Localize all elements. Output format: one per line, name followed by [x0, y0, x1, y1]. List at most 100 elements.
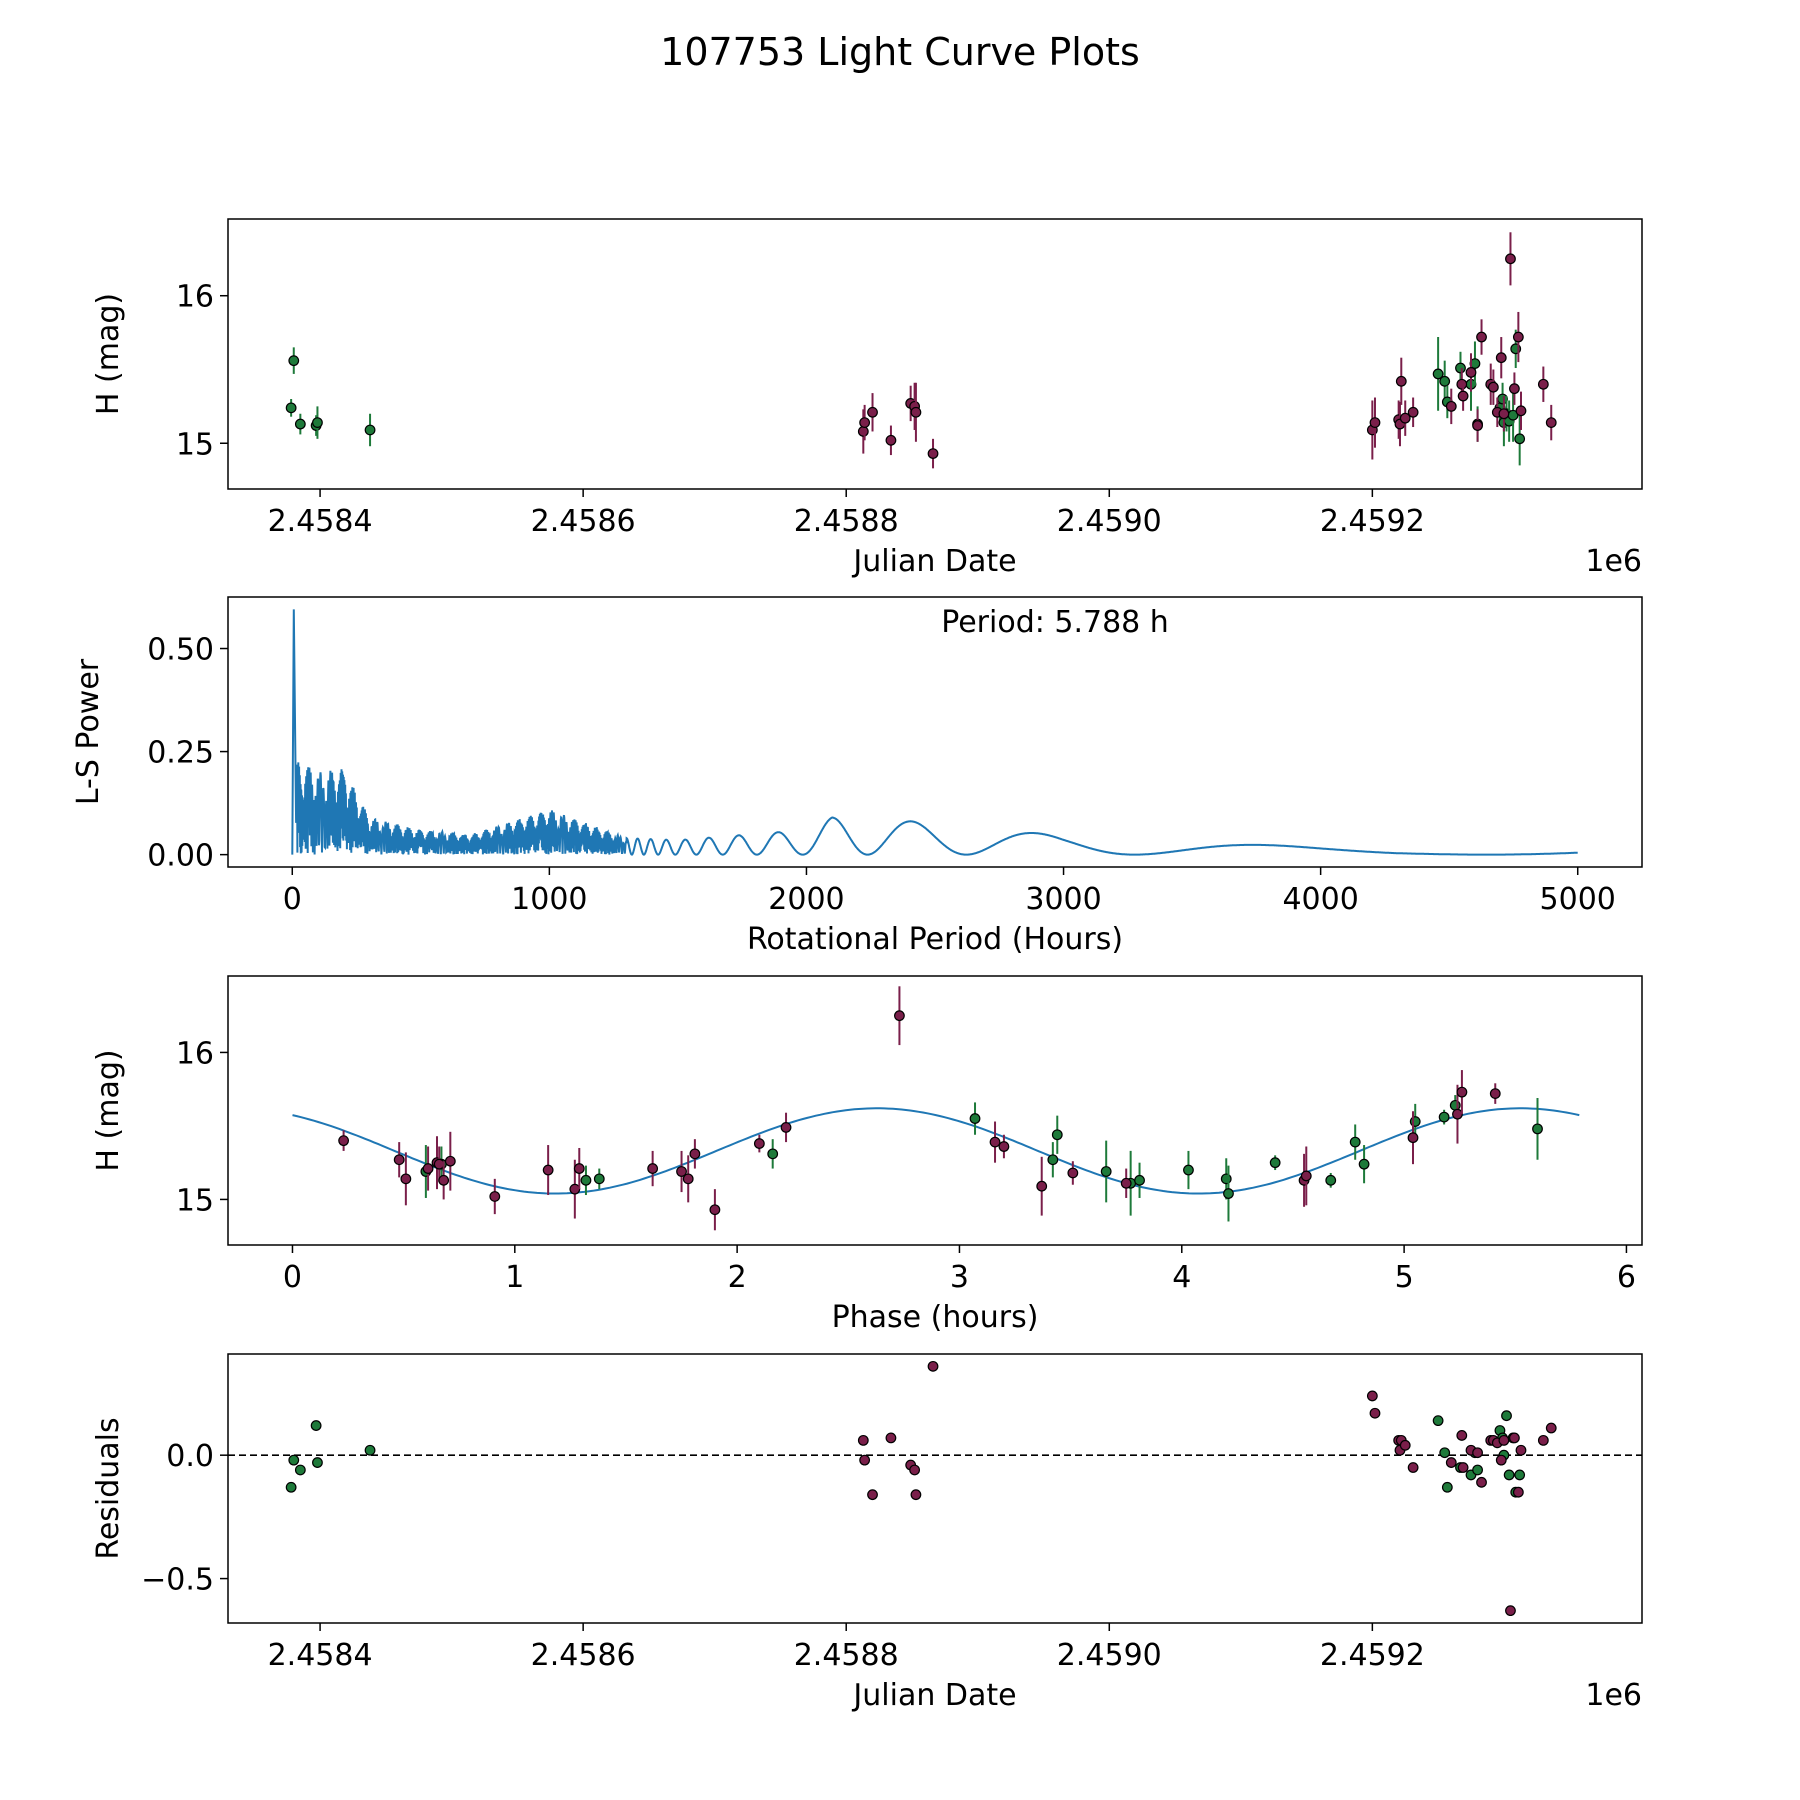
residuals-point-green [288, 1454, 300, 1466]
residuals-point-maroon [1445, 1457, 1457, 1468]
lightcurve-point-maroon [1465, 367, 1477, 378]
residuals-point-green [1472, 1464, 1483, 1476]
lightcurve-point-maroon [927, 448, 939, 459]
phase-point-green [767, 1148, 779, 1160]
residuals-point-green [1439, 1447, 1451, 1459]
phase-xtick-label: 0 [283, 1260, 302, 1295]
residuals-point-green [1514, 1469, 1526, 1481]
phase-point-maroon [489, 1191, 501, 1202]
lightcurve-ytick-label: 16 [176, 280, 214, 315]
phase-xtick-label: 1 [505, 1260, 524, 1295]
phase-point-green [1449, 1099, 1461, 1111]
phase-point-maroon [676, 1166, 687, 1177]
residuals-point-maroon [909, 1464, 921, 1476]
phase-point-maroon [1067, 1167, 1079, 1179]
phase-point-maroon [1452, 1108, 1463, 1120]
periodogram-axes: 0 1000 2000 3000 4000 5000 0.00 0.25 0.50 Rotatio… [71, 596, 1643, 957]
lightcurve-point-green [312, 417, 323, 429]
residuals-point-maroon [1369, 1407, 1381, 1419]
residuals-xtick-label: 2.4586 [531, 1638, 636, 1673]
phase-point-maroon [1456, 1086, 1468, 1098]
phase-point-maroon [709, 1204, 721, 1216]
phase-point-maroon [569, 1183, 581, 1195]
phase-xtick-label: 4 [1172, 1260, 1191, 1295]
lightcurve-axes: 2.4584 2.4586 2.4588 2.4590 2.4592 15 16 Julian… [91, 218, 1643, 579]
phase-point-maroon [444, 1155, 456, 1167]
axes-layer: 2.4584 2.4586 2.4588 2.4590 2.45921516Julian… [71, 218, 1643, 1713]
lightcurve-point-maroon [1512, 331, 1524, 343]
figure-title: 107753 Light Curve Plots [660, 30, 1140, 74]
lightcurve-frame [227, 218, 1643, 490]
residuals-point-maroon [1509, 1432, 1520, 1444]
phase-point-green [1532, 1123, 1543, 1135]
phase-point-green [1325, 1174, 1337, 1186]
residuals-point-green [285, 1481, 297, 1493]
periodogram-xlabel: Rotational Period (Hours) [747, 922, 1123, 957]
phase-point-green [1100, 1166, 1112, 1177]
phase-points [338, 986, 1543, 1231]
residuals-point-green [364, 1444, 376, 1456]
phase-point-maroon [780, 1122, 792, 1133]
residuals-point-maroon [1545, 1422, 1557, 1434]
lightcurve-point-maroon [1498, 408, 1510, 420]
phase-point-maroon [1407, 1132, 1419, 1144]
phase-point-maroon [433, 1158, 445, 1170]
lightcurve-point-green [294, 418, 306, 430]
lightcurve-point-green [364, 424, 376, 436]
residuals-offset-label: 1e6 [1585, 1678, 1642, 1713]
phase-point-green [1134, 1174, 1145, 1186]
phase-ylabel: H (mag) [91, 1049, 126, 1171]
lightcurve-offset-label: 1e6 [1585, 544, 1642, 579]
residuals-point-maroon [1472, 1447, 1483, 1459]
lightcurve-point-maroon [1472, 420, 1483, 431]
periodogram-xtick-label: 3000 [1025, 882, 1101, 917]
phase-point-maroon [1120, 1177, 1132, 1189]
phase-point-maroon [647, 1163, 659, 1174]
lightcurve-point-maroon [1369, 417, 1381, 429]
lightcurve-xlabel: Julian Date [851, 544, 1016, 579]
phase-point-green [1047, 1154, 1059, 1166]
residuals-point-maroon [1366, 1390, 1378, 1402]
phase-point-maroon [393, 1154, 405, 1166]
residuals-point-maroon [885, 1432, 897, 1444]
phase-xlabel: Phase (hours) [832, 1300, 1039, 1335]
phase-point-green [1438, 1111, 1450, 1123]
periodogram-xtick-label: 2000 [768, 882, 844, 917]
phase-point-green [1051, 1129, 1063, 1141]
periodogram-line [291, 609, 1578, 856]
lightcurve-point-maroon [857, 426, 869, 437]
residuals-frame [227, 1353, 1643, 1624]
residuals-point-maroon [1505, 1605, 1516, 1617]
lightcurve-ytick-label: 15 [176, 427, 214, 462]
residuals-point-maroon [1456, 1430, 1468, 1441]
phase-point-maroon [989, 1136, 1001, 1148]
phase-point-maroon [998, 1141, 1010, 1152]
phase-xtick-label: 5 [1395, 1260, 1414, 1295]
lightcurve-point-maroon [1515, 405, 1527, 417]
residuals-point-maroon [927, 1360, 939, 1372]
residuals-point-green [312, 1457, 323, 1468]
lightcurve-point-maroon [1476, 331, 1487, 343]
residuals-ytick-label: −0.5 [141, 1563, 214, 1598]
residuals-axes: 2.4584 2.4586 2.4588 2.4590 2.4592 0.0 −0.5 Jul… [91, 1353, 1643, 1713]
phase-point-green [1269, 1157, 1281, 1169]
lightcurve-point-green [1439, 375, 1451, 387]
phase-point-green [1349, 1136, 1361, 1148]
residuals-point-green [310, 1420, 322, 1431]
residuals-point-maroon [1537, 1434, 1549, 1446]
phase-point-maroon [542, 1164, 554, 1176]
periodogram-frame [227, 596, 1643, 868]
periodogram-ytick-label: 0.00 [147, 839, 214, 874]
lightcurve-point-maroon [1395, 375, 1407, 387]
lightcurve-point-green [285, 402, 297, 414]
phase-point-maroon [894, 1010, 905, 1022]
lightcurve-xtick-label: 2.4590 [1057, 504, 1162, 539]
lightcurve-point-maroon [1487, 381, 1499, 393]
residuals-point-maroon [1476, 1476, 1487, 1488]
lightcurve-point-maroon [1445, 400, 1457, 412]
residuals-point-maroon [1515, 1444, 1527, 1456]
residuals-point-maroon [910, 1489, 922, 1501]
lightcurve-point-maroon [867, 406, 878, 418]
periodogram-xtick-label: 0 [283, 882, 302, 917]
residuals-xtick-label: 2.4592 [1320, 1638, 1425, 1673]
